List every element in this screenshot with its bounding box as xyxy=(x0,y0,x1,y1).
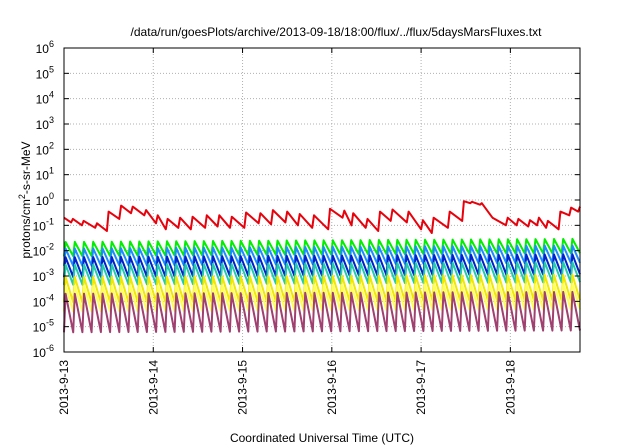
x-tick-label: 2013-9-13 xyxy=(57,360,71,415)
y-tick-label: 10-2 xyxy=(33,242,54,259)
series-line-0 xyxy=(63,200,581,234)
y-tick-label: 102 xyxy=(36,140,54,157)
y-tick-label: 104 xyxy=(36,90,54,107)
y-tick-label: 100 xyxy=(36,191,54,208)
y-tick-label: 10-1 xyxy=(33,216,54,233)
y-tick-label: 10-4 xyxy=(33,292,54,309)
y-axis: 10-6 10-5 10-4 10-3 10-2 10-1 100 101 102 103 104 1… xyxy=(33,39,580,360)
y-tick-label: 10-3 xyxy=(33,267,54,284)
x-tick-label: 2013-9-17 xyxy=(414,360,428,415)
y-tick-label: 105 xyxy=(36,64,54,81)
x-axis-label: Coordinated Universal Time (UTC) xyxy=(230,431,414,445)
x-axis: 2013-9-13 2013-9-14 2013-9-15 2013-9-16 2013… xyxy=(57,48,517,415)
y-axis-label: protons/cm2-s-sr-MeV xyxy=(17,141,33,258)
y-tick-label: 101 xyxy=(36,166,54,183)
y-tick-label: 106 xyxy=(36,39,54,56)
x-tick-label: 2013-9-15 xyxy=(236,360,250,415)
chart-title: /data/run/goesPlots/archive/2013-09-18/1… xyxy=(131,25,543,39)
series-line-7 xyxy=(63,290,581,334)
series-group xyxy=(63,200,581,334)
x-tick-label: 2013-9-16 xyxy=(325,360,339,415)
x-tick-label: 2013-9-14 xyxy=(146,360,160,415)
y-tick-label: 10-5 xyxy=(33,318,54,335)
series-line-4 xyxy=(63,261,581,286)
y-tick-label: 10-6 xyxy=(33,343,54,360)
x-tick-label: 2013-9-18 xyxy=(503,360,517,415)
y-tick-label: 103 xyxy=(36,115,54,132)
